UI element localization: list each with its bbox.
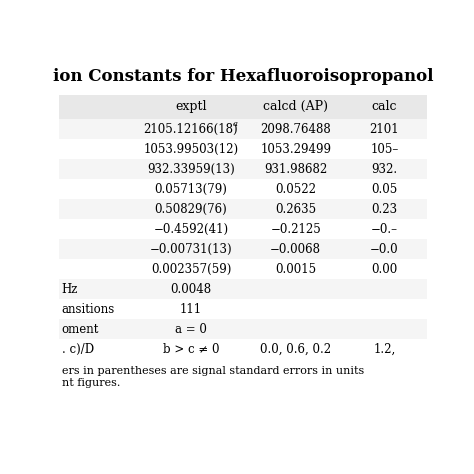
Text: a: a xyxy=(233,120,237,128)
Bar xyxy=(59,219,427,239)
Bar xyxy=(59,200,427,219)
Text: −0.0068: −0.0068 xyxy=(270,243,321,256)
Text: ion Constants for Hexafluoroisopropanol: ion Constants for Hexafluoroisopropanol xyxy=(53,68,433,85)
Bar xyxy=(59,259,427,279)
Text: ers in parentheses are signal standard errors in units: ers in parentheses are signal standard e… xyxy=(62,365,364,376)
Text: 1053.29499: 1053.29499 xyxy=(260,143,331,156)
Text: 0.2635: 0.2635 xyxy=(275,203,316,216)
Text: 2105.12166(18): 2105.12166(18) xyxy=(144,123,238,136)
Bar xyxy=(59,95,427,119)
Text: b > c ≠ 0: b > c ≠ 0 xyxy=(163,343,219,356)
Text: 931.98682: 931.98682 xyxy=(264,163,327,176)
Text: a = 0: a = 0 xyxy=(175,323,207,336)
Bar xyxy=(59,319,427,339)
Text: −0.4592(41): −0.4592(41) xyxy=(154,223,228,236)
Bar xyxy=(59,159,427,179)
Bar xyxy=(59,179,427,200)
Text: 0.05713(79): 0.05713(79) xyxy=(155,183,228,196)
Bar xyxy=(59,279,427,300)
Text: exptl: exptl xyxy=(175,100,207,113)
Text: −0.0: −0.0 xyxy=(370,243,399,256)
Text: Hz: Hz xyxy=(62,283,78,296)
Text: 0.0048: 0.0048 xyxy=(171,283,211,296)
Text: 2101: 2101 xyxy=(370,123,399,136)
Text: 0.50829(76): 0.50829(76) xyxy=(155,203,228,216)
Text: 111: 111 xyxy=(180,303,202,316)
Text: 932.: 932. xyxy=(371,163,397,176)
Text: 0.23: 0.23 xyxy=(371,203,397,216)
Text: 932.33959(13): 932.33959(13) xyxy=(147,163,235,176)
Text: ansitions: ansitions xyxy=(62,303,115,316)
Text: 0.00: 0.00 xyxy=(371,263,398,276)
Text: oment: oment xyxy=(62,323,99,336)
Text: 0.0015: 0.0015 xyxy=(275,263,316,276)
Text: −0.2125: −0.2125 xyxy=(270,223,321,236)
Text: calcd (AP): calcd (AP) xyxy=(263,100,328,113)
Text: 0.002357(59): 0.002357(59) xyxy=(151,263,231,276)
Bar xyxy=(59,339,427,359)
Text: −0.00731(13): −0.00731(13) xyxy=(150,243,232,256)
Text: . c)/D: . c)/D xyxy=(62,343,94,356)
Text: 0.0522: 0.0522 xyxy=(275,183,316,196)
Bar xyxy=(59,119,427,139)
Text: nt figures.: nt figures. xyxy=(62,378,120,388)
Text: 105–: 105– xyxy=(370,143,399,156)
Bar xyxy=(59,300,427,319)
Bar xyxy=(59,139,427,159)
Text: 0.0, 0.6, 0.2: 0.0, 0.6, 0.2 xyxy=(260,343,331,356)
Bar xyxy=(59,239,427,259)
Text: −0.–: −0.– xyxy=(371,223,398,236)
Text: 1053.99503(12): 1053.99503(12) xyxy=(144,143,238,156)
Text: 1.2,: 1.2, xyxy=(373,343,395,356)
Text: calc: calc xyxy=(372,100,397,113)
Text: 2098.76488: 2098.76488 xyxy=(260,123,331,136)
Text: 0.05: 0.05 xyxy=(371,183,398,196)
